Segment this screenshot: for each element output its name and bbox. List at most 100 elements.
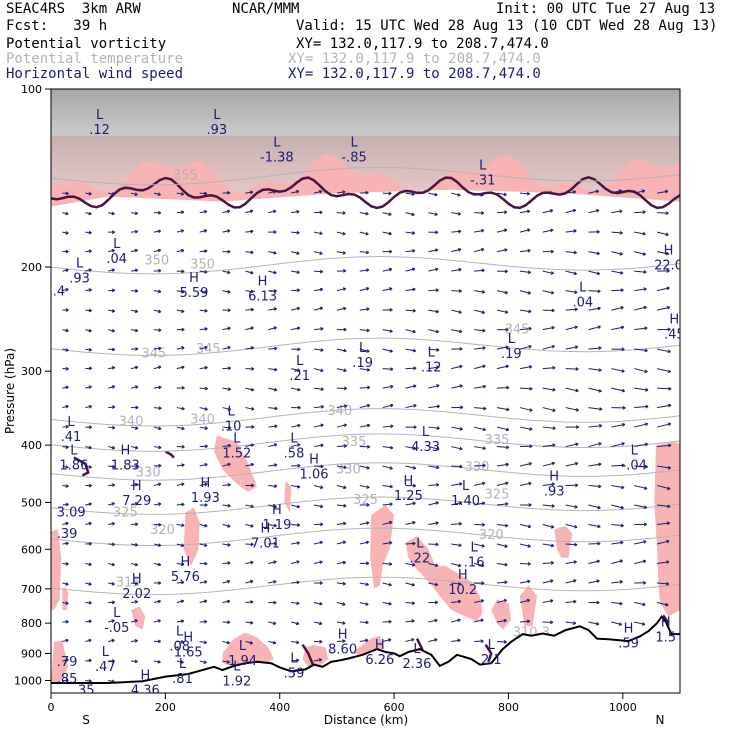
extremum-value: 1.5: [655, 631, 676, 646]
wind-vector-head: [88, 445, 92, 450]
wind-vector-head: [666, 521, 671, 526]
theta-contour-label: 345: [142, 346, 167, 361]
wind-vector-head: [296, 251, 300, 255]
wind-vector: [382, 542, 393, 545]
wind-vector-head: [412, 308, 416, 313]
wind-vector-head: [691, 369, 694, 372]
extremum-mark: L: [413, 642, 421, 657]
wind-vector: [130, 502, 138, 506]
wind-vector: [245, 327, 254, 331]
wind-vector-head: [273, 463, 278, 467]
wind-vector-head: [457, 638, 461, 643]
theta-contour-355: [51, 166, 680, 186]
wind-vector: [153, 465, 162, 467]
wind-vector-head: [480, 247, 485, 252]
wind-vector: [108, 522, 115, 526]
wind-vector: [679, 270, 680, 272]
extremum-value: 2.1: [481, 653, 502, 668]
wind-vector: [519, 210, 530, 214]
wind-vector-head: [273, 307, 277, 311]
wind-vector: [657, 561, 670, 565]
wind-vector: [588, 463, 602, 467]
wind-vector: [130, 329, 138, 332]
wind-vector: [108, 679, 115, 683]
extremum-value: 5.59: [179, 286, 208, 301]
wind-vector-head: [412, 348, 417, 353]
wind-vector: [542, 209, 553, 214]
wind-vector: [130, 309, 138, 313]
extremum-mark: H: [261, 521, 271, 536]
wind-vector: [451, 483, 463, 487]
wind-vector: [588, 425, 602, 428]
wind-vector: [108, 406, 116, 409]
wind-vector: [108, 348, 115, 351]
wind-vector: [130, 601, 138, 603]
wind-vector: [634, 288, 647, 292]
wind-vector-head: [181, 482, 185, 487]
wind-vector-head: [458, 543, 462, 548]
wind-vector: [496, 503, 509, 506]
wind-vector: [474, 543, 485, 547]
wind-vector-head: [436, 465, 440, 470]
wind-vector: [679, 251, 680, 253]
extremum-value: .59: [284, 667, 305, 682]
wind-vector: [519, 192, 530, 195]
wind-vector: [382, 348, 393, 352]
wind-vector-head: [551, 308, 555, 313]
wind-vector: [679, 387, 680, 389]
wind-vector: [245, 580, 254, 584]
wind-vector-head: [227, 462, 231, 467]
wind-vector-head: [482, 384, 487, 389]
wind-vector: [382, 425, 394, 428]
wind-vector: [588, 560, 600, 564]
wind-vector: [428, 446, 440, 450]
pv-shaded-region: [302, 644, 329, 669]
wind-vector-head: [665, 211, 669, 215]
wind-vector-head: [413, 384, 417, 388]
wind-vector-head: [227, 620, 231, 625]
wind-vector-head: [666, 269, 670, 273]
wind-vector: [222, 270, 231, 274]
wind-vector-head: [505, 481, 509, 486]
wind-vector-head: [296, 326, 301, 331]
wind-vector: [679, 290, 680, 291]
wind-vector-head: [319, 251, 323, 255]
wind-vector-head: [389, 520, 393, 525]
wind-vector: [222, 290, 231, 293]
wind-vector: [268, 327, 277, 331]
wind-vector-head: [552, 443, 556, 448]
wind-vector: [405, 192, 415, 195]
wind-vector-head: [157, 309, 162, 314]
wind-vector-head: [250, 387, 255, 392]
wind-vector: [222, 580, 231, 584]
wind-vector: [611, 306, 624, 311]
wind-vector: [176, 483, 185, 487]
wind-vector: [85, 192, 92, 195]
y-axis-label: Pressure (hPa): [3, 348, 17, 434]
wind-vector: [131, 582, 138, 585]
wind-vector-head: [575, 367, 579, 371]
wind-vector: [153, 329, 162, 331]
wind-vector: [405, 268, 416, 272]
wind-vector: [359, 522, 370, 526]
wind-vector-head: [65, 211, 69, 216]
wind-vector-head: [134, 289, 139, 293]
wind-vector-head: [691, 467, 694, 470]
wind-vector: [634, 211, 646, 214]
theta-contour-label: 335: [485, 433, 510, 448]
wind-vector: [474, 464, 486, 467]
wind-vector: [153, 426, 162, 430]
wind-vector-head: [434, 212, 438, 216]
wind-vector: [382, 521, 393, 526]
wind-vector-head: [297, 347, 301, 352]
wind-vector-head: [690, 287, 693, 290]
wind-vector: [451, 543, 462, 547]
extremum-value: 6.13: [248, 290, 277, 305]
wind-vector-head: [505, 445, 510, 450]
wind-vector-head: [503, 228, 508, 233]
wind-vector-head: [88, 562, 92, 567]
wind-vector: [382, 582, 392, 586]
wind-vector-head: [435, 267, 439, 272]
extremum-value: .41: [61, 430, 82, 445]
wind-vector-head: [88, 366, 93, 371]
